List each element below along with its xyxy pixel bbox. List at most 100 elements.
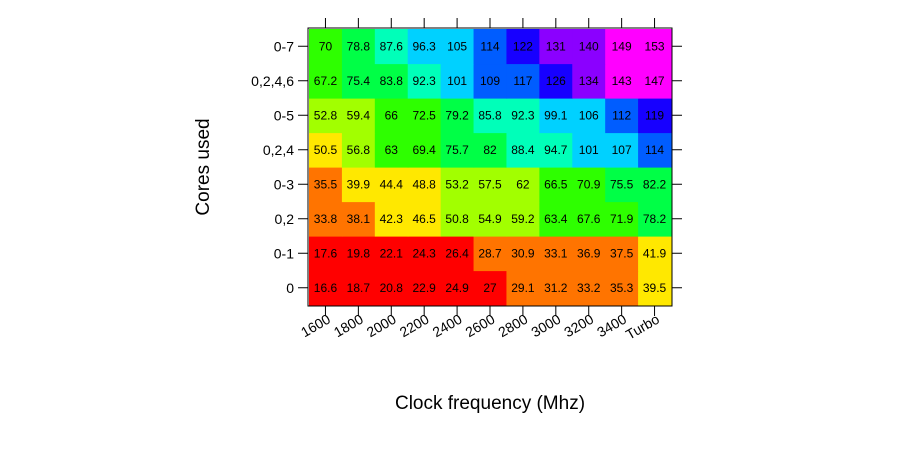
heatmap-cell [374,270,409,306]
heatmap-cell [605,132,639,168]
heatmap-cell [341,236,376,272]
heatmap-cell [374,236,409,272]
cell-value-label: 92.3 [511,108,535,122]
heatmap-cell [407,201,442,237]
cell-value-label: 66.5 [544,177,568,191]
cell-value-label: 88.4 [511,143,535,157]
x-tick-label: 2200 [397,311,432,341]
axis-ticks [298,18,682,316]
heatmap-cell [605,167,639,203]
cell-value-label: 126 [546,74,566,88]
cell-value-label: 41.9 [643,246,667,260]
cell-value-label: 50.5 [314,143,338,157]
cell-value-label: 70 [319,39,333,53]
heatmap-cell [605,236,639,272]
cell-value-label: 67.2 [314,74,338,88]
heatmap-cell [539,132,573,168]
heatmap-cell [638,63,672,99]
cell-value-label: 94.7 [544,143,568,157]
heatmap-cell [572,29,606,65]
cell-value-label: 70.9 [577,177,601,191]
cell-value-label: 59.4 [347,108,371,122]
cell-value-label: 147 [645,74,665,88]
heatmap-cell [572,167,606,203]
heatmap-cell [638,29,672,65]
heatmap-cell [605,63,639,99]
cell-value-label: 16.6 [314,281,338,295]
cell-value-label: 26.4 [445,246,469,260]
cell-value-label: 66 [385,108,399,122]
cell-value-label: 22.9 [413,281,437,295]
heatmap-cell [572,132,606,168]
heatmap-cell [440,236,475,272]
heatmap-cell [506,201,540,237]
cell-value-label: 106 [579,108,599,122]
y-axis-tick-labels: 0 0-1 0,2 0-3 0,2,4 0-5 0,2,4,6 0-7 [251,38,294,296]
cell-value-label: 67.6 [577,212,601,226]
y-tick-label: 0,2,4,6 [251,73,294,89]
cell-value-label: 35.3 [610,281,634,295]
cell-value-label: 101 [447,74,467,88]
cell-value-label: 19.8 [347,246,371,260]
heatmap-cell [506,270,540,306]
heatmap-cell [605,29,639,65]
heatmap-cell [539,167,573,203]
cell-value-label: 92.3 [413,74,437,88]
x-tick-label: 1600 [298,311,333,341]
heatmap-cells [309,29,672,306]
heatmap-cell [473,98,508,134]
cell-value-label: 27 [483,281,497,295]
heatmap-cell [440,270,475,306]
cell-value-label: 82 [483,143,497,157]
heatmap-cell [506,167,540,203]
heatmap-cell [638,132,672,168]
cell-value-label: 78.8 [347,39,371,53]
cell-value-label: 149 [612,39,632,53]
heatmap-cell [374,167,409,203]
cell-value-label: 22.1 [380,246,404,260]
cell-value-label: 105 [447,39,467,53]
heatmap-cell [473,236,508,272]
heatmap-cell [309,201,343,237]
cell-value-label: 48.8 [413,177,437,191]
heatmap-cell [473,29,508,65]
heatmap-cell [473,270,508,306]
heatmap-cell [605,270,639,306]
cell-value-label: 24.9 [445,281,469,295]
cell-value-label: 46.5 [413,212,437,226]
heatmap-cell [605,98,639,134]
cell-value-label: 114 [645,143,664,157]
cell-value-label: 85.8 [478,108,502,122]
cell-value-label: 87.6 [380,39,404,53]
heatmap-cell [506,63,540,99]
heatmap-cell [374,132,409,168]
heatmap-cell [539,236,573,272]
heatmap-cell [473,201,508,237]
heatmap-cell [374,63,409,99]
heatmap-cell [374,201,409,237]
heatmap-cell [309,270,343,306]
x-axis-tick-labels: 1600180020002200240026002800300032003400… [298,311,662,343]
cell-value-label: 75.5 [610,177,634,191]
heatmap-cell [341,270,376,306]
cell-value-label: 33.8 [314,212,338,226]
y-tick-label: 0-7 [274,38,294,54]
heatmap-cell [473,63,508,99]
heatmap-cell [506,98,540,134]
heatmap-cell [407,29,442,65]
heatmap-cell [539,201,573,237]
heatmap-cell [638,236,672,272]
cell-value-label: 140 [579,39,599,53]
cell-value-label: 39.9 [347,177,371,191]
cell-value-label: 153 [645,39,665,53]
heatmap-cell [605,201,639,237]
heatmap-cell [638,167,672,203]
heatmap-cell [506,236,540,272]
y-tick-label: 0-5 [274,107,294,123]
cell-value-label: 53.2 [445,177,469,191]
cell-value-label: 63.4 [544,212,568,226]
cell-value-label: 33.1 [544,246,568,260]
heatmap-cell [374,29,409,65]
heatmap-cell [309,63,343,99]
cell-value-label: 20.8 [380,281,404,295]
